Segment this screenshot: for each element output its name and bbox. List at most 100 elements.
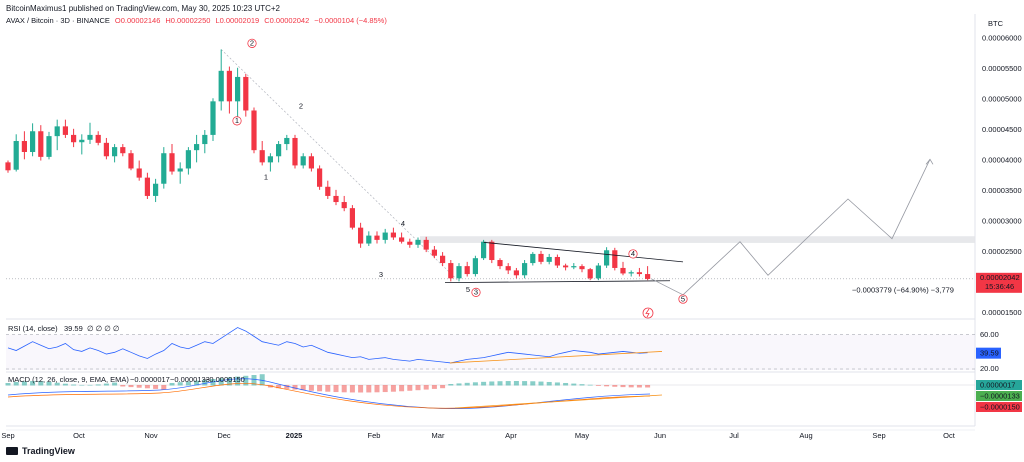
candle-body [645, 274, 651, 279]
y-tick-label: 0.00005500 [982, 64, 1022, 73]
candle-body [71, 134, 77, 143]
macd-histogram-bar [120, 385, 126, 387]
tradingview-logo[interactable]: TradingView [6, 446, 75, 456]
candle-body [628, 272, 634, 274]
x-tick-label: Mar [432, 431, 445, 440]
candle-body [243, 76, 249, 111]
candle-body [472, 258, 478, 275]
candle-body [382, 232, 388, 240]
candle-body [54, 126, 60, 137]
candle-body [5, 162, 11, 171]
publish-line: BitcoinMaximus1 published on TradingView… [6, 4, 281, 13]
wave-circle-label [628, 249, 638, 259]
macd-histogram-bar [415, 385, 421, 391]
wave-circle-label [471, 287, 481, 297]
wave-circle-text: 5 [681, 294, 685, 303]
macd-histogram-bar [259, 374, 265, 386]
projection-start-line [651, 278, 684, 296]
macd-histogram-bar [595, 385, 601, 386]
macd-histogram-bar [21, 381, 27, 386]
x-tick-label: Nov [144, 431, 158, 440]
candle-body [522, 263, 528, 276]
macd-histogram-bar [62, 383, 68, 386]
candle-body [276, 144, 282, 157]
candle-body [464, 266, 470, 275]
triangle-lower-line [444, 280, 671, 284]
candle-body [423, 239, 429, 250]
candle-body [407, 241, 413, 245]
macd-label: MACD (12, 26, close, 9, EMA, EMA) [8, 375, 129, 384]
ohlc-low: L0.00002019 [215, 16, 260, 25]
rsi-value: 39.59 [64, 324, 83, 333]
x-tick-label: Feb [368, 431, 381, 440]
candle-body [251, 110, 257, 151]
macd-histogram-bar [161, 385, 167, 390]
macd-histogram-bar [202, 379, 208, 386]
symbol-line: AVAX / Bitcoin · 3D · BINANCE O0.0000214… [6, 16, 387, 25]
macd-histogram-bar [103, 383, 109, 386]
wave-circle-label [232, 116, 242, 126]
macd-histogram-bar [448, 384, 454, 386]
macd-histogram-bar [136, 385, 142, 388]
macd-histogram-bar [645, 385, 651, 388]
candle-body [374, 235, 380, 240]
macd-histogram-bar [530, 381, 536, 386]
macd-histogram-bar [79, 384, 85, 386]
macd-histogram-bar [144, 385, 150, 389]
macd-histogram-bar [95, 384, 101, 386]
macd-histogram-bar [489, 381, 495, 386]
candle-body [218, 70, 224, 102]
candle-body [341, 202, 347, 209]
macd-histogram-bar [505, 381, 511, 386]
candle-body [390, 232, 396, 238]
x-tick-label: Jul [729, 431, 739, 440]
candle-body [308, 156, 314, 169]
macd-histogram-bar [243, 375, 249, 386]
wave-circle-text: 1 [235, 116, 239, 125]
candle-body [587, 269, 593, 279]
candle-body [546, 256, 552, 262]
macd-histogram-bar [226, 377, 232, 386]
macd-histogram-bar [431, 385, 437, 389]
wave-circle-text: 2 [250, 39, 254, 48]
tradingview-icon [6, 447, 18, 455]
macd-histogram-bar [5, 383, 11, 386]
wave-circle-label [678, 294, 688, 304]
wave-plain-label: 3 [379, 270, 383, 279]
rsi-line [7, 327, 648, 364]
macd-histogram-bar [399, 385, 405, 392]
macd-histogram-bar [522, 381, 528, 386]
candle-body [612, 250, 618, 268]
support-zone [420, 236, 975, 243]
lightning-glyph [645, 308, 650, 318]
macd-histogram-bar [628, 385, 634, 388]
macd-histogram-bar [46, 381, 52, 386]
candle-body [497, 260, 503, 267]
measure-label: −0.0003779 (−64.90%) −3,779 [852, 285, 954, 294]
symbol-name: AVAX / Bitcoin · 3D · BINANCE [6, 16, 110, 25]
macd-value-badge [976, 391, 1022, 401]
macd-histogram-bar [407, 385, 413, 391]
candle-body [333, 195, 339, 203]
rsi-level-label: 20.00 [980, 364, 999, 373]
macd-histogram-bar [276, 385, 282, 389]
candle-body [513, 270, 519, 276]
candle-body [202, 134, 208, 145]
ohlc-close: C0.00002042 [264, 16, 310, 25]
candle-body [259, 150, 265, 163]
candle-body [46, 136, 52, 157]
macd-badge-text: 0.0000017 [980, 381, 1015, 390]
macd-histogram-bar [71, 384, 77, 386]
candle-body [431, 249, 437, 256]
macd-trendline [454, 394, 663, 409]
candle-body [13, 141, 19, 170]
macd-histogram-bar [349, 385, 355, 393]
y-tick-label: 0.00003000 [982, 216, 1022, 225]
candle-body [21, 141, 27, 152]
rsi-level-label: 60.00 [980, 330, 999, 339]
macd-histogram-bar [112, 382, 118, 386]
macd-histogram-bar [54, 382, 60, 386]
rsi-value-badge [976, 347, 1001, 359]
candle-body [579, 266, 585, 270]
